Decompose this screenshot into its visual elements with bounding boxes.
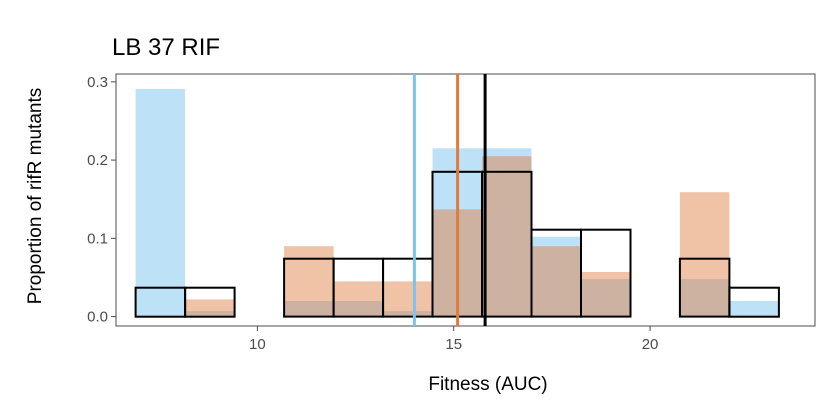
histogram-bar xyxy=(284,301,334,317)
histogram-bar xyxy=(679,279,730,317)
y-tick-label: 0.1 xyxy=(87,230,108,247)
histogram-bar xyxy=(383,311,433,317)
x-axis-title: Fitness (AUC) xyxy=(428,374,547,395)
x-tick-label: 20 xyxy=(642,336,659,353)
histogram-bar xyxy=(482,156,532,317)
x-tick-label: 15 xyxy=(445,336,462,353)
histogram-bar xyxy=(729,301,779,317)
histogram-bar xyxy=(135,88,186,317)
y-tick-label: 0.3 xyxy=(87,74,108,91)
chart-title: LB 37 RIF xyxy=(112,34,220,61)
histogram-bar xyxy=(383,281,433,317)
histogram-bar xyxy=(531,246,581,317)
histogram-bar xyxy=(284,246,334,317)
y-axis-title: Proportion of rifR mutants xyxy=(25,88,46,304)
x-axis: 10 15 20 xyxy=(249,326,658,353)
histogram-bar xyxy=(679,192,730,317)
histogram-bar xyxy=(184,286,236,318)
histogram-bar xyxy=(581,279,631,317)
histogram-bar xyxy=(333,281,384,317)
histogram-bar xyxy=(482,148,532,317)
y-axis: 0.0 0.1 0.2 0.3 xyxy=(87,74,116,326)
histogram-bar xyxy=(531,236,581,317)
histogram-bar xyxy=(728,286,780,318)
histogram-bar xyxy=(185,299,235,317)
y-tick-label: 0.2 xyxy=(87,152,108,169)
histogram-bar xyxy=(333,301,384,317)
histogram-bar xyxy=(581,272,631,317)
histogram-bar xyxy=(580,228,632,318)
mean-lines-layer xyxy=(412,74,487,326)
y-tick-label: 0.0 xyxy=(87,309,108,326)
x-tick-label: 10 xyxy=(249,336,266,353)
histogram-bar xyxy=(185,311,235,317)
